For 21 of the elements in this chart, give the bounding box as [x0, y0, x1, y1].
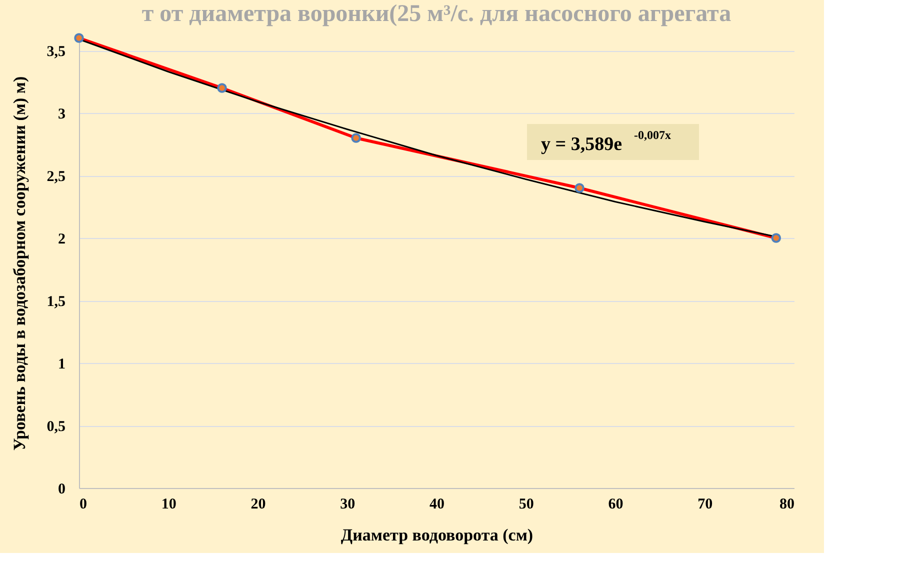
- y-tick-label: 2,5: [46, 169, 66, 185]
- x-tick-label: 40: [430, 496, 444, 512]
- x-tick-label: 30: [340, 496, 356, 512]
- y-tick-label: 0: [58, 482, 66, 498]
- y-tick-label: 3,5: [46, 44, 66, 60]
- y-tick-label: 3: [58, 106, 66, 122]
- y-tick-label: 1,5: [46, 294, 66, 310]
- y-axis-title: Уровень воды в водозаборном сооружении (м) м): [10, 76, 29, 451]
- annotation: y = 3,589e-0,007x: [541, 128, 671, 155]
- x-tick-label: 0: [80, 496, 87, 512]
- x-axis-title: Диаметр водоворота (см): [340, 526, 534, 544]
- y-tick-label: 0,5: [46, 419, 66, 435]
- y-tick-label: 1: [58, 356, 66, 372]
- x-tick-label: 50: [518, 496, 534, 512]
- x-tick-label: 60: [608, 496, 624, 512]
- x-tick-label: 80: [780, 496, 794, 512]
- chart-title: т от диаметра воронки(25 м³/с. для насосного агрегата: [142, 1, 732, 28]
- x-tick-label: 20: [250, 496, 266, 512]
- x-tick-label: 70: [698, 496, 713, 512]
- x-tick-label: 10: [161, 496, 176, 512]
- y-tick-label: 2: [58, 232, 66, 248]
